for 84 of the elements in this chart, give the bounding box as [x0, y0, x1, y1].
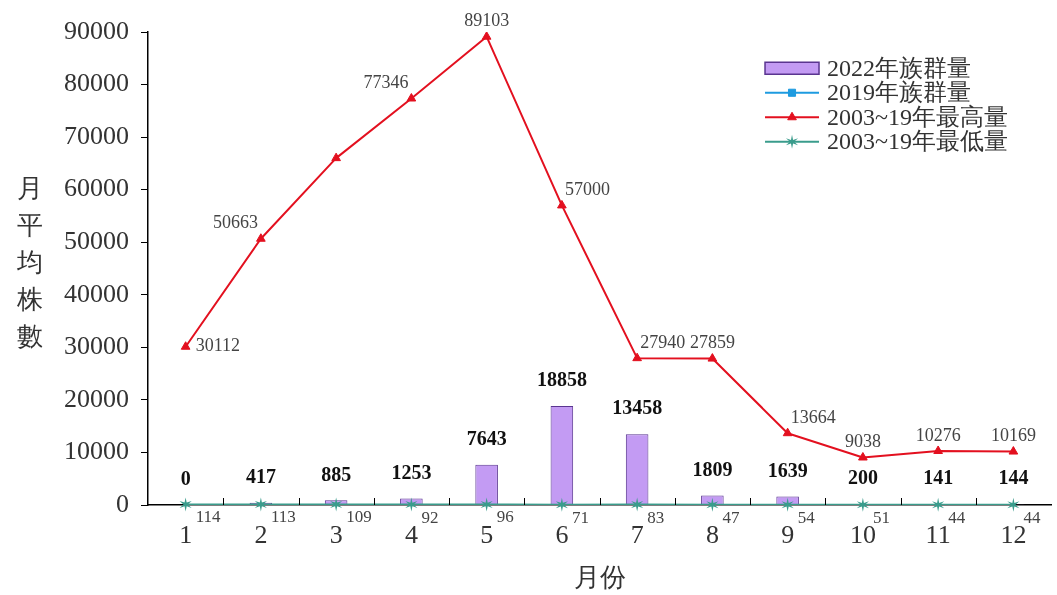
- data-label: 89103: [464, 10, 510, 31]
- data-label: 10169: [990, 425, 1036, 446]
- data-label: 13458: [612, 396, 663, 419]
- y-tick-label: 10000: [64, 436, 129, 466]
- legend-label: 2003~19年最低量: [827, 128, 1008, 155]
- data-label: 54: [797, 507, 816, 527]
- point: [480, 497, 493, 512]
- x-tick-label: 5: [480, 519, 494, 549]
- data-label: 57000: [564, 179, 610, 200]
- data-label: 13664: [790, 406, 836, 427]
- point: [707, 353, 718, 362]
- data-label: 44: [1023, 507, 1041, 527]
- x-tick-label: 8: [705, 519, 719, 549]
- point: [405, 497, 418, 512]
- point: [254, 497, 267, 512]
- x-tick-label: 4: [404, 519, 418, 549]
- data-label: 7643: [466, 427, 507, 449]
- data-label: 77346: [363, 72, 409, 93]
- point: [632, 352, 642, 362]
- x-tick-label: 9: [781, 519, 795, 549]
- point: [555, 497, 568, 512]
- point: [706, 497, 719, 512]
- y-tick-label: 70000: [64, 120, 129, 150]
- point: [256, 233, 266, 242]
- data-label: 113: [270, 507, 296, 527]
- data-label: 200: [847, 466, 878, 489]
- data-label: 885: [321, 462, 352, 485]
- point: [1008, 446, 1019, 455]
- x-tick-label: 7: [630, 519, 644, 549]
- data-label: 9038: [844, 431, 881, 452]
- data-label: 47: [722, 507, 740, 527]
- data-label: 44: [948, 507, 966, 527]
- point: [933, 445, 943, 454]
- data-label: 83: [647, 507, 665, 527]
- legend-label: 2022年族群量: [827, 54, 972, 81]
- point: [1007, 497, 1020, 512]
- data-label: 50663: [212, 212, 258, 233]
- y-tick-label: 30000: [64, 331, 129, 361]
- y-tick-label: 90000: [64, 15, 129, 45]
- x-axis-title: 月份: [573, 563, 626, 593]
- data-label: 1809: [692, 457, 733, 480]
- data-label: 18858: [536, 368, 587, 391]
- x-tick-label: 6: [555, 519, 569, 549]
- data-label: 417: [245, 464, 276, 487]
- data-label: 96: [496, 507, 514, 527]
- y-tick-label: 20000: [64, 383, 129, 413]
- y-tick-label: 80000: [64, 68, 129, 98]
- point: [406, 93, 417, 102]
- y-tick-label: 50000: [64, 226, 129, 256]
- point: [330, 497, 343, 512]
- data-label: 141: [923, 466, 954, 489]
- point: [932, 497, 945, 512]
- data-label: 114: [195, 507, 221, 527]
- data-label: 1639: [767, 458, 808, 481]
- legend-label: 2003~19年最高量: [827, 103, 1008, 130]
- y-tick-label: 60000: [64, 173, 129, 203]
- point: [557, 199, 567, 209]
- data-label: 27859: [689, 332, 735, 353]
- data-label: 27940: [640, 331, 686, 352]
- point: [179, 497, 192, 512]
- data-label: 71: [571, 507, 589, 527]
- point: [180, 341, 191, 350]
- legend-label: 2019年族群量: [827, 79, 972, 106]
- point: [858, 452, 868, 461]
- data-label: 144: [998, 466, 1029, 489]
- y-tick-label: 0: [116, 488, 129, 518]
- point: [331, 152, 341, 162]
- point: [782, 427, 793, 437]
- x-tick-label: 3: [329, 519, 343, 549]
- point: [856, 497, 869, 512]
- y-tick-label: 40000: [64, 278, 129, 308]
- point: [781, 497, 794, 512]
- y-axis-title: 月平均株數: [16, 173, 44, 353]
- data-label: 0: [180, 467, 191, 490]
- point: [481, 32, 492, 40]
- data-label: 51: [872, 507, 890, 527]
- x-tick-label: 1: [179, 519, 193, 549]
- x-tick-label: 2: [254, 519, 268, 549]
- data-label: 109: [346, 507, 372, 527]
- data-label: 30112: [195, 335, 240, 356]
- point: [631, 497, 644, 512]
- data-label: 1253: [391, 460, 432, 483]
- data-label: 92: [421, 507, 439, 527]
- data-label: 10276: [915, 424, 961, 445]
